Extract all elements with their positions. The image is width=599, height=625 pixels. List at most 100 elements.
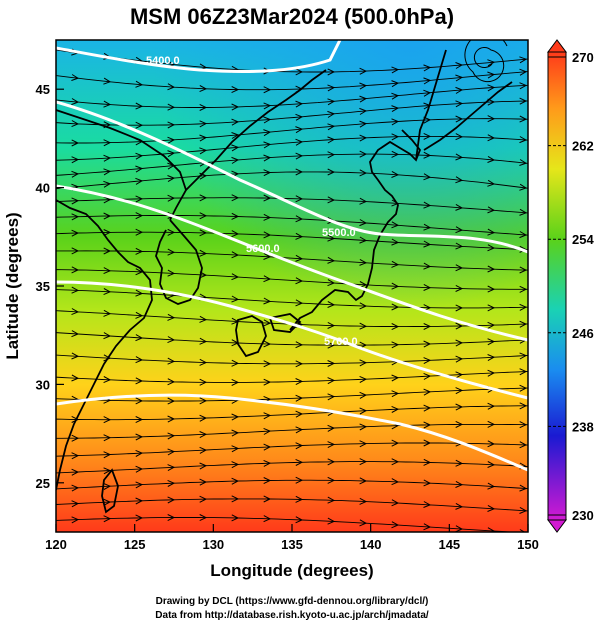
streamline-arrow (199, 120, 208, 128)
streamline-arrow (71, 98, 80, 106)
streamline-arrow (167, 397, 176, 405)
streamline-arrow (167, 194, 176, 202)
contour-5800 (56, 393, 528, 472)
streamline-arrow (327, 123, 336, 131)
streamline (56, 171, 528, 190)
streamline-arrow (455, 525, 464, 532)
x-axis-ticks: 120 125 130 135 140 145 150 (45, 524, 539, 552)
streamline-arrow (135, 228, 144, 236)
streamline-arrow (103, 498, 112, 506)
streamline-arrow (199, 134, 208, 142)
streamline-arrow (71, 156, 80, 164)
streamline-arrow (327, 168, 336, 176)
y-axis-ticks: 25 30 35 40 45 (36, 82, 64, 491)
streamline-arrow (231, 445, 240, 453)
streamline-arrow (199, 397, 208, 405)
streamline-arrow (103, 451, 112, 459)
streamline-arrow (519, 384, 528, 392)
streamline-arrow (359, 82, 368, 90)
x-tick-label: 145 (438, 537, 460, 552)
streamline-arrow (103, 267, 112, 275)
streamline (56, 442, 528, 457)
streamline-arrow (327, 256, 336, 264)
streamline-arrow (71, 213, 80, 221)
streamline-arrow (455, 459, 464, 467)
streamline-arrow (455, 86, 464, 94)
streamline-arrow (135, 334, 144, 342)
streamline-arrow (455, 284, 464, 292)
streamline-arrow (167, 228, 176, 236)
streamline-arrow (231, 477, 240, 485)
streamline-arrow (327, 476, 336, 484)
streamline-arrow (327, 393, 336, 401)
streamline-arrow (295, 126, 304, 134)
streamline-arrow (135, 449, 144, 457)
streamline-arrow (359, 236, 368, 244)
streamline-arrow (359, 302, 368, 310)
streamline (56, 332, 528, 346)
streamline (56, 479, 528, 490)
streamline-arrow (327, 136, 336, 144)
streamline-arrow (487, 321, 496, 329)
streamline-arrow (519, 56, 528, 64)
streamline-arrow (487, 179, 496, 187)
streamline-arrow (359, 375, 368, 383)
streamline-arrow (263, 275, 272, 283)
streamline-arrow (359, 519, 368, 527)
streamline-arrow (71, 170, 80, 178)
streamline-arrow (199, 414, 208, 422)
streamline-arrow (327, 279, 336, 287)
streamline-arrow (199, 147, 208, 155)
streamline-arrow (295, 168, 304, 176)
streamline-arrow (71, 266, 80, 274)
streamline-arrow (391, 282, 400, 290)
streamline-arrow (103, 168, 112, 176)
x-tick-label: 120 (45, 537, 67, 552)
streamline (56, 84, 528, 108)
streamline-arrow (487, 285, 496, 293)
streamline-arrow (295, 410, 304, 418)
streamline-arrow (199, 446, 208, 454)
streamline-arrow (231, 378, 240, 386)
streamline-arrow (519, 421, 528, 429)
streamline-arrow (103, 77, 112, 85)
streamline-arrow (295, 232, 304, 240)
streamline-arrow (359, 497, 368, 505)
streamline-arrow (423, 421, 432, 429)
coast-korea (155, 219, 203, 305)
streamline-arrow (423, 132, 432, 140)
streamline-arrow (391, 105, 400, 113)
streamline-arrow (487, 206, 496, 214)
streamline-arrow (487, 228, 496, 236)
streamline-arrow (327, 341, 336, 349)
streamline-arrow (359, 458, 368, 466)
streamline-arrow (455, 153, 464, 161)
streamline-arrow (359, 281, 368, 288)
streamline-arrow (487, 265, 496, 273)
streamline-arrow (231, 359, 240, 367)
streamline-arrow (327, 234, 336, 242)
streamline-arrow (135, 497, 144, 505)
streamline-arrow (295, 215, 304, 223)
streamline-arrow (391, 439, 400, 447)
streamline-arrow (391, 238, 400, 246)
streamline-arrow (103, 416, 112, 424)
streamline-arrow (391, 390, 400, 398)
streamline-arrow (167, 269, 176, 277)
contour-label-5400: 5400.0 (146, 55, 180, 67)
streamline-arrow (103, 467, 112, 475)
streamline-arrow (423, 404, 432, 412)
streamline-arrow (455, 176, 464, 184)
streamline-arrow (263, 252, 272, 260)
streamline-arrow (455, 74, 464, 82)
streamline-arrow (167, 378, 176, 386)
streamline-arrow (423, 240, 432, 248)
streamline-arrow (199, 431, 208, 439)
streamline-arrow (327, 441, 336, 449)
streamline-arrow (327, 68, 336, 76)
streamline-arrow (103, 515, 112, 523)
streamline-arrow (231, 514, 240, 522)
chart-title: MSM 06Z23Mar2024 (500.0hPa) (130, 4, 454, 29)
streamline-arrow (455, 203, 464, 211)
streamline (56, 197, 528, 214)
